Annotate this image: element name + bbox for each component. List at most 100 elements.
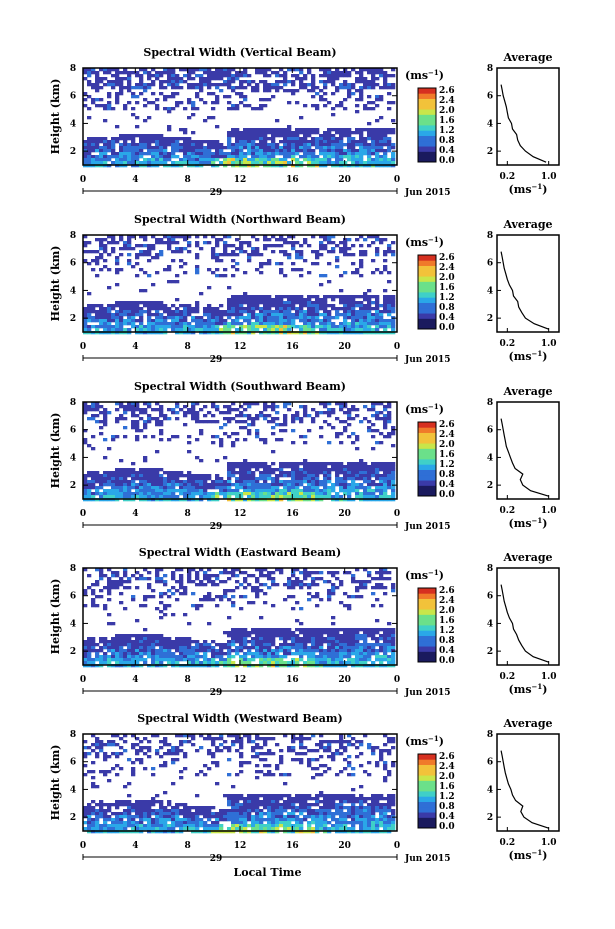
heatmap-cell xyxy=(303,577,308,581)
colorbar-tick-label: 0.0 xyxy=(439,490,455,500)
heatmap-cell xyxy=(123,634,128,638)
heatmap-cell xyxy=(107,322,112,326)
heatmap-cell xyxy=(279,301,284,305)
heatmap-cell xyxy=(263,486,268,490)
heatmap-cell xyxy=(371,328,376,332)
heatmap-cell xyxy=(259,483,264,487)
heatmap-cell xyxy=(99,158,104,162)
heatmap-cell xyxy=(287,586,292,590)
colorbar-segment xyxy=(418,103,436,110)
heatmap-cell xyxy=(379,74,384,78)
heatmap-cell xyxy=(231,574,236,578)
heatmap-cell xyxy=(275,405,280,409)
heatmap-cell xyxy=(259,643,264,647)
heatmap-cell xyxy=(155,325,160,329)
heatmap-cell xyxy=(175,483,180,487)
heatmap-cell xyxy=(283,414,288,418)
heatmap-cell xyxy=(271,319,276,323)
heatmap-cell xyxy=(275,131,280,135)
heatmap-cell xyxy=(291,640,296,644)
heatmap-cell xyxy=(119,149,124,153)
heatmap-cell xyxy=(87,313,92,317)
heatmap-cell xyxy=(127,402,132,406)
heatmap-cell xyxy=(183,655,188,659)
heatmap-cell xyxy=(183,158,188,162)
heatmap-cell xyxy=(379,137,384,141)
heatmap-cell xyxy=(103,146,108,150)
heatmap-cell xyxy=(119,477,124,481)
heatmap-cell xyxy=(247,83,252,87)
heatmap-cell xyxy=(291,417,296,421)
heatmap-cell xyxy=(247,405,252,409)
heatmap-cell xyxy=(191,402,196,406)
heatmap-cell xyxy=(291,140,296,144)
heatmap-cell xyxy=(267,646,272,650)
heatmap-cell xyxy=(275,134,280,138)
average-frame xyxy=(496,401,560,500)
heatmap-cell xyxy=(239,152,244,156)
heatmap-cell xyxy=(119,637,124,641)
heatmap-cell xyxy=(195,92,200,96)
heatmap-cell xyxy=(119,86,124,90)
heatmap-cell xyxy=(191,325,196,329)
heatmap-cell xyxy=(299,116,304,120)
heatmap-cell xyxy=(287,101,292,105)
heatmap-cell xyxy=(371,74,376,78)
heatmap-cell xyxy=(143,637,148,641)
heatmap-cell xyxy=(379,417,384,421)
heatmap-cell xyxy=(179,325,184,329)
heatmap-cell xyxy=(319,489,324,493)
heatmap-cell xyxy=(299,468,304,472)
heatmap-cell xyxy=(83,241,88,245)
heatmap-cell xyxy=(95,652,100,656)
heatmap-cell xyxy=(87,316,92,320)
heatmap-cell xyxy=(91,474,96,478)
colorbar-tick-label: 2.6 xyxy=(439,253,455,263)
heatmap-cell xyxy=(187,435,192,439)
heatmap-cell xyxy=(143,420,148,424)
heatmap-cell xyxy=(111,486,116,490)
heatmap-cell xyxy=(239,131,244,135)
heatmap-cell xyxy=(195,655,200,659)
heatmap-cell xyxy=(307,598,312,602)
heatmap-cell xyxy=(147,325,152,329)
heatmap-cell xyxy=(255,304,260,308)
heatmap-cell xyxy=(207,577,212,581)
heatmap-cell xyxy=(215,480,220,484)
heatmap-cell xyxy=(127,86,132,90)
heatmap-cell xyxy=(315,486,320,490)
heatmap-cell xyxy=(215,140,220,144)
heatmap-cell xyxy=(251,420,256,424)
heatmap-cell xyxy=(323,658,328,662)
heatmap-cell xyxy=(143,486,148,490)
heatmap-cell xyxy=(359,301,364,305)
heatmap-cell xyxy=(167,140,172,144)
heatmap-cell xyxy=(223,411,228,415)
heatmap-cell xyxy=(279,158,284,162)
heatmap-cell xyxy=(103,574,108,578)
heatmap-cell xyxy=(291,652,296,656)
heatmap-cell xyxy=(139,92,144,96)
heatmap-cell xyxy=(207,622,212,626)
heatmap-cell xyxy=(383,265,388,269)
heatmap-cell xyxy=(167,137,172,141)
heatmap-cell xyxy=(327,241,332,245)
heatmap-cell xyxy=(383,80,388,84)
heatmap-cell xyxy=(147,583,152,587)
heatmap-cell xyxy=(247,313,252,317)
heatmap-cell xyxy=(343,152,348,156)
heatmap-cell xyxy=(267,262,272,266)
heatmap-cell xyxy=(223,71,228,75)
heatmap-cell xyxy=(371,134,376,138)
heatmap-cell xyxy=(223,250,228,254)
heatmap-cell xyxy=(127,405,132,409)
heatmap-cell xyxy=(303,634,308,638)
heatmap-cell xyxy=(151,486,156,490)
heatmap-cell xyxy=(171,471,176,475)
heatmap-cell xyxy=(275,149,280,153)
heatmap-cell xyxy=(115,68,120,72)
heatmap-cell xyxy=(167,589,172,593)
heatmap-cell xyxy=(95,155,100,159)
heatmap-cell xyxy=(251,486,256,490)
heatmap-cell xyxy=(243,316,248,320)
